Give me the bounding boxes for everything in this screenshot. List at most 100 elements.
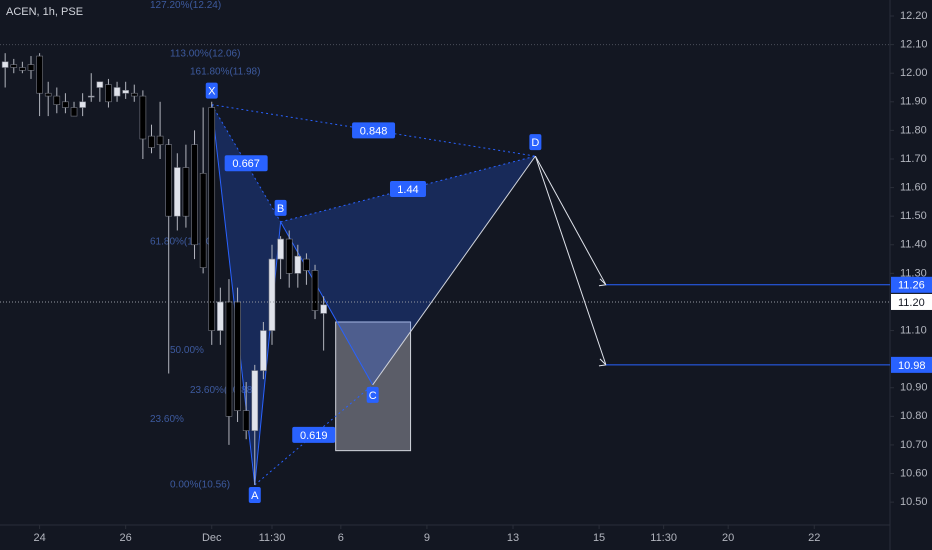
point-box [205,82,218,99]
y-tick-label: 11.80 [900,124,927,136]
candle-body [303,258,310,271]
x-tick-label: 13 [507,532,519,544]
y-tick-label: 10.60 [900,467,928,479]
x-tick-label: 15 [593,532,605,544]
x-tick-label: 26 [120,532,132,544]
candle-body [113,87,121,97]
candle-body [260,330,267,371]
y-tick-label: 10.80 [900,410,928,422]
x-tick-label: 11:30 [650,532,677,544]
y-tick-label: 12.20 [900,10,928,22]
candle-body [294,255,302,274]
candle-body [156,135,164,145]
ratio-label: 0.848 [360,125,388,137]
candle-body [217,301,224,331]
x-tick-label: 22 [808,532,820,544]
arrow-head [598,278,608,287]
arrow-head [598,358,608,367]
ratio-label: 0.619 [300,430,328,442]
candle-body [165,144,173,217]
y-tick-label: 10.70 [900,439,928,451]
x-tick-label: Dec [202,532,222,544]
candle-body [19,67,26,71]
candle-body [199,172,207,268]
candle-body [285,238,293,274]
ratio-box [224,155,268,172]
candle-body [139,95,147,140]
point-label: A [251,490,259,502]
chart-title: ACEN, 1h, PSE [6,6,83,18]
candle-body [10,64,18,68]
fib-label: 50.00% [170,345,204,356]
y-tick-label: 10.50 [900,496,928,508]
point-box [274,199,287,216]
candle-body [268,258,276,331]
point-label: B [277,203,284,215]
x-tick-label: 11:30 [259,532,286,544]
point-label: X [208,86,216,98]
target-arrow [534,155,607,286]
fib-label: 23.60%(10.88) [190,385,256,396]
target-tag [891,356,932,373]
candle-body [182,167,190,217]
candle-body [174,167,181,217]
y-tick-label: 11.10 [900,324,927,336]
pattern-bcd [280,156,536,385]
candle-body [277,238,284,260]
candle-body [130,92,138,97]
y-tick-label: 11.30 [900,267,927,279]
fib-label: 61.80%(11.40) [150,237,215,248]
projection-box [335,321,412,452]
candle-body [234,301,241,411]
point-label: C [369,390,377,402]
candle-body [311,270,319,311]
target-tag [891,276,932,293]
candle-body [122,90,129,94]
x-tick-label: 9 [424,532,430,544]
ratio-line [254,384,374,486]
candle-body [36,55,43,94]
target-label: 11.26 [898,280,925,292]
y-tick-label: 11.60 [900,181,927,193]
last-price-label: 11.20 [898,297,925,309]
x-tick-label: 24 [33,532,45,544]
point-box [366,386,379,403]
point-label: D [531,137,539,149]
pattern-leg [280,221,374,386]
candle-body [70,107,78,117]
last-price-tag [891,293,932,310]
ratio-box [352,122,396,139]
y-tick-label: 10.90 [900,382,928,394]
candle-body [1,61,9,68]
candle-body [225,301,233,417]
candle-body [105,84,112,103]
ratio-box [292,426,336,443]
point-box [248,486,261,503]
fib-label: 23.60% [150,414,184,425]
candle-body [148,135,155,148]
y-tick-label: 11.50 [900,210,927,222]
candle-body [53,95,61,105]
candle-body [79,101,86,108]
pattern-leg [372,155,536,386]
point-box [529,134,542,151]
y-tick-label: 12.00 [900,67,928,79]
candle-body [96,81,104,88]
target-arrow [534,155,607,366]
x-tick-label: 20 [722,532,734,544]
candle-body [208,107,216,331]
ratio-label: 0.667 [232,158,260,170]
y-tick-label: 11.70 [900,153,927,165]
x-tick-label: 6 [338,532,344,544]
candle-body [191,144,198,246]
fib-label: 127.20%(12.24) [150,0,221,11]
target-label: 10.98 [898,360,926,372]
candle-body [242,410,250,431]
ratio-label: 1.44 [397,184,418,196]
fib-label: 113.00%(12.06) [170,49,240,60]
candle-body [27,64,35,71]
y-tick-label: 11.90 [900,96,927,108]
y-tick-label: 12.10 [900,39,928,51]
fib-label: 161.80%(11.98) [190,66,260,77]
